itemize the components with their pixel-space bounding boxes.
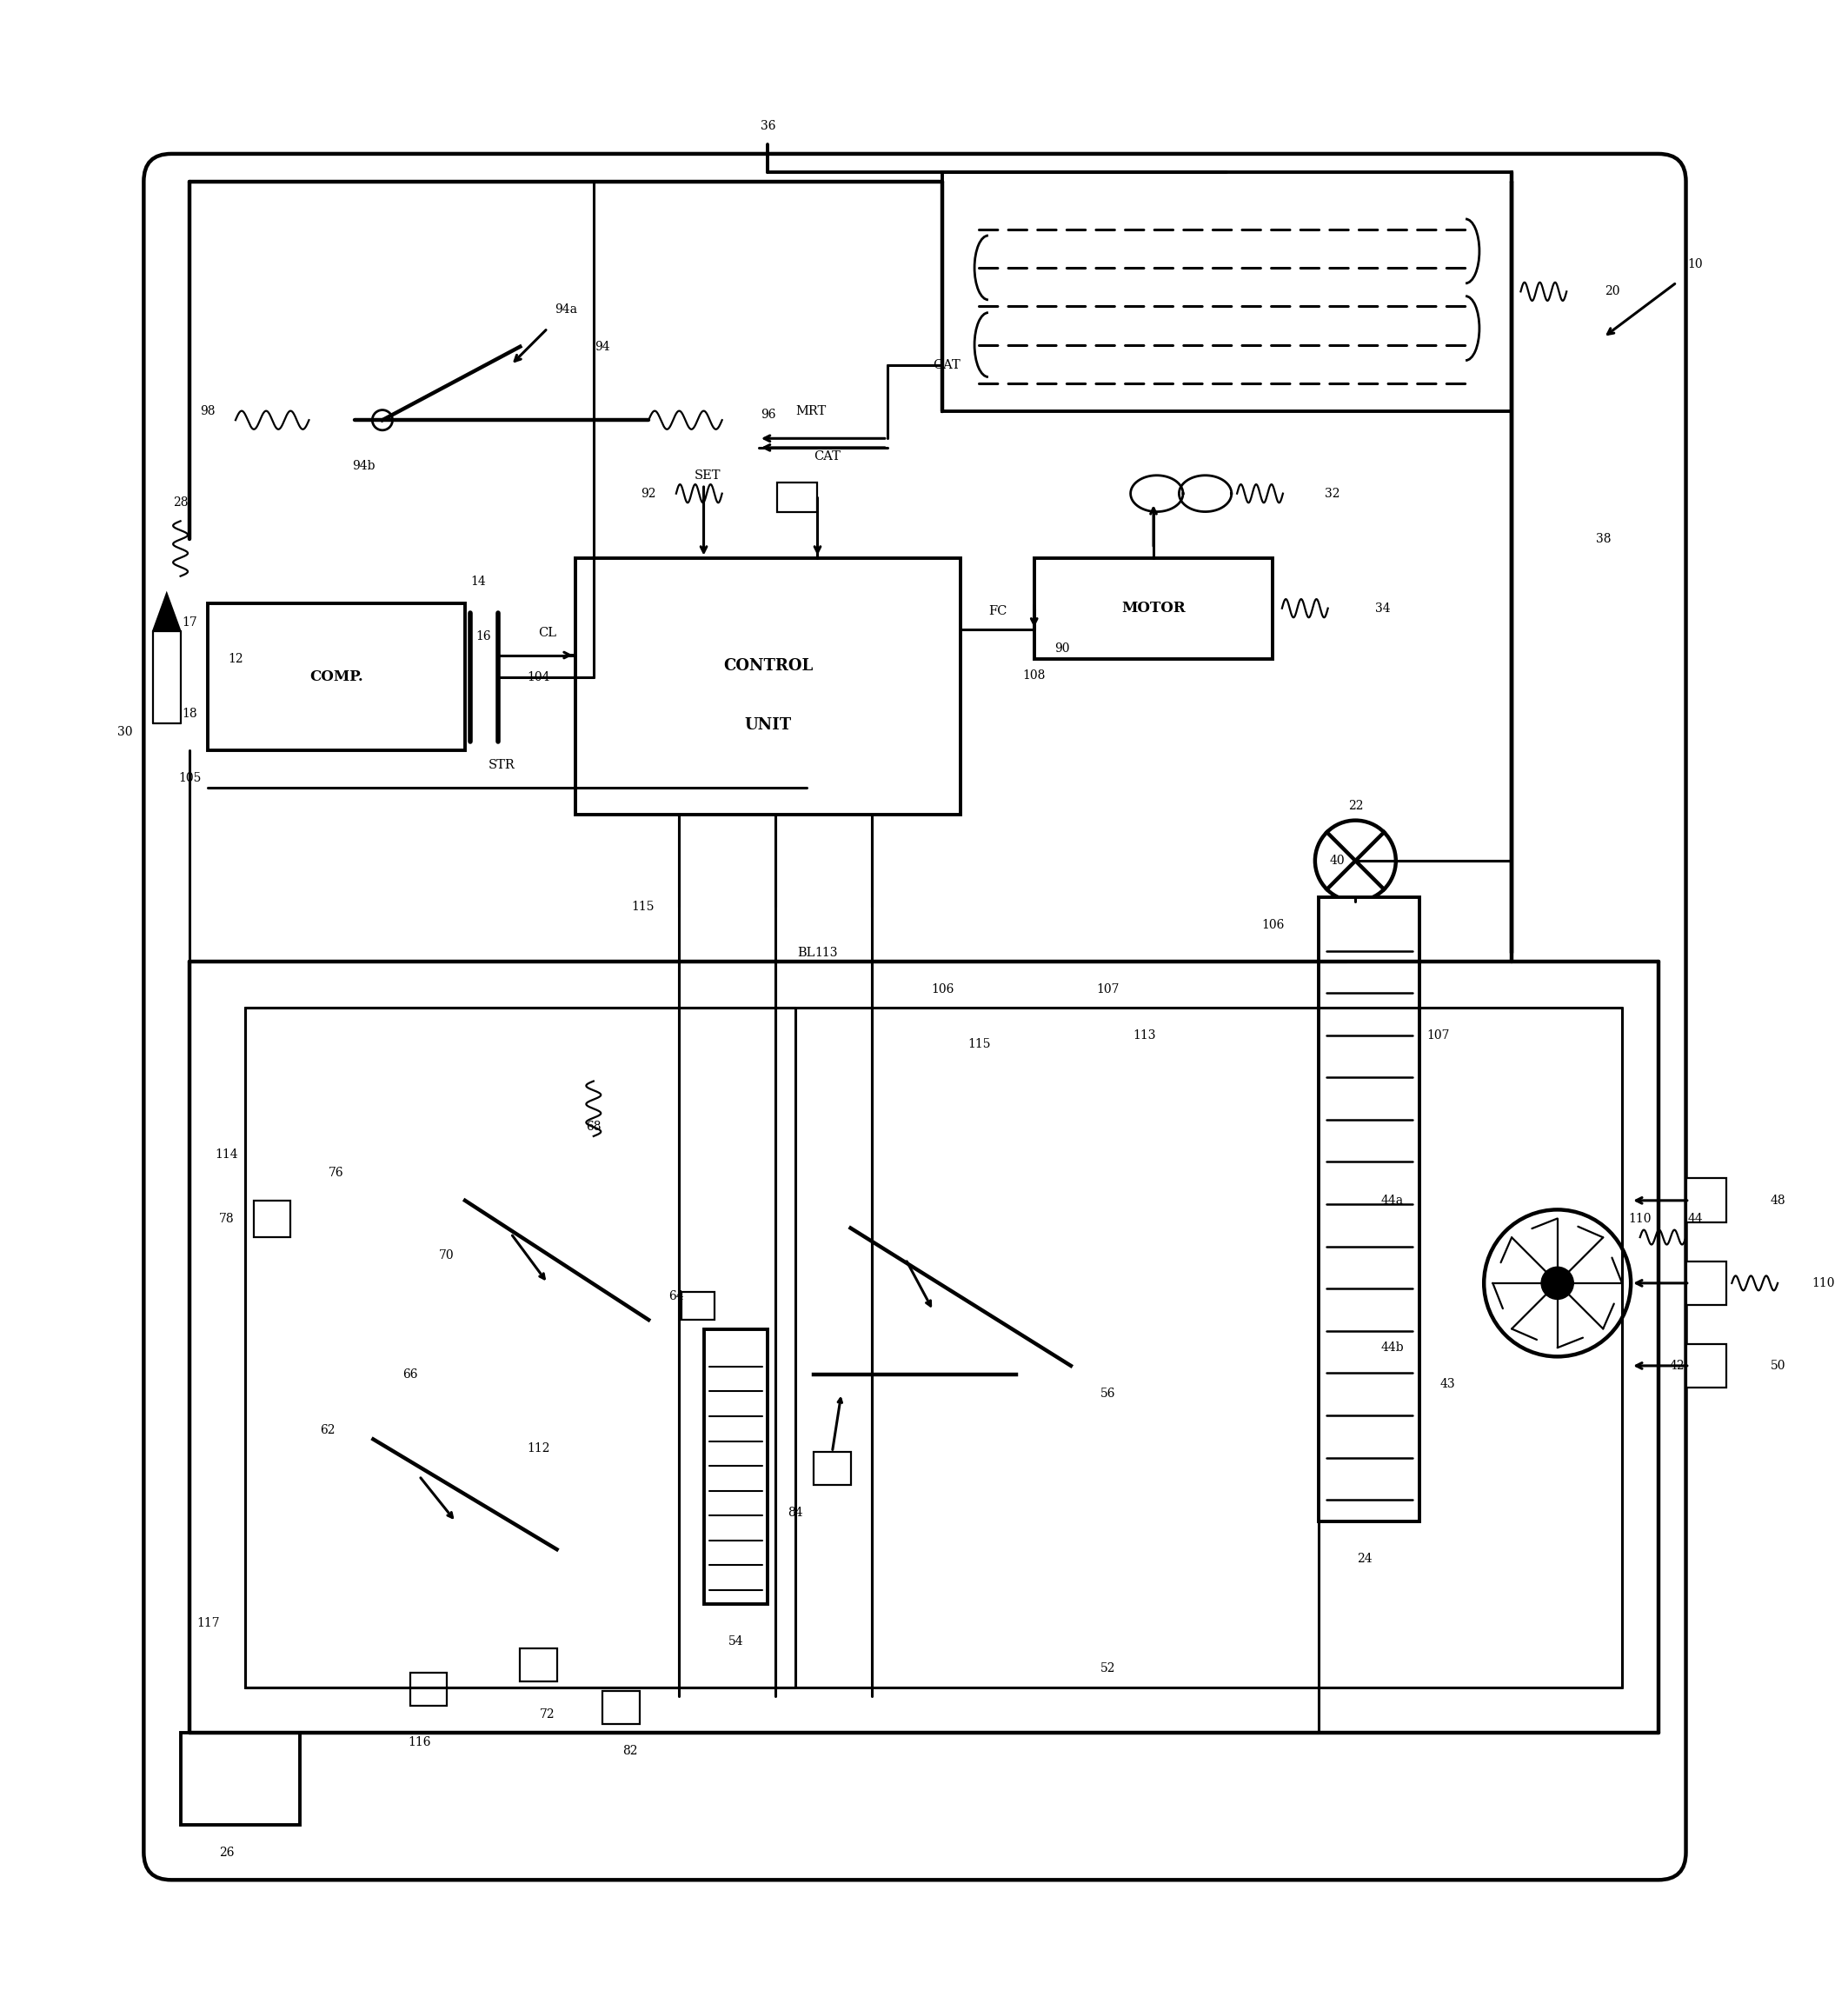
Text: MRT: MRT <box>795 405 826 417</box>
FancyBboxPatch shape <box>144 154 1685 1879</box>
Text: 42: 42 <box>1669 1360 1684 1372</box>
Text: UNIT: UNIT <box>745 717 791 733</box>
Text: 98: 98 <box>200 405 216 417</box>
Text: OAT: OAT <box>933 359 961 371</box>
Text: 36: 36 <box>760 120 776 132</box>
Text: MOTOR: MOTOR <box>1122 601 1185 615</box>
Bar <box>704 1330 769 1604</box>
Text: 110: 110 <box>1813 1276 1835 1290</box>
Bar <box>410 1671 447 1705</box>
Text: 104: 104 <box>527 671 551 683</box>
Text: 115: 115 <box>630 901 654 913</box>
Text: 50: 50 <box>1770 1360 1785 1372</box>
Bar <box>1319 897 1419 1522</box>
Text: 18: 18 <box>181 707 198 721</box>
Text: 105: 105 <box>177 773 201 785</box>
Text: 117: 117 <box>196 1618 220 1630</box>
Text: 34: 34 <box>1375 603 1392 615</box>
Bar <box>1685 1178 1726 1222</box>
Text: 66: 66 <box>403 1368 418 1382</box>
Text: 92: 92 <box>641 487 656 499</box>
Text: 72: 72 <box>540 1709 554 1721</box>
Text: 22: 22 <box>1347 799 1364 811</box>
Bar <box>778 483 817 511</box>
Text: 70: 70 <box>440 1250 455 1262</box>
Text: 106: 106 <box>931 983 954 995</box>
Text: 112: 112 <box>527 1442 551 1454</box>
Polygon shape <box>152 591 181 631</box>
Text: 94b: 94b <box>353 459 375 471</box>
Text: 12: 12 <box>227 653 244 665</box>
Text: 114: 114 <box>214 1148 238 1160</box>
Bar <box>602 1691 639 1723</box>
Text: 115: 115 <box>968 1038 991 1050</box>
Text: 54: 54 <box>728 1636 743 1648</box>
Bar <box>813 1452 850 1486</box>
Bar <box>942 172 1512 411</box>
Text: CAT: CAT <box>813 451 841 463</box>
Text: 44b: 44b <box>1380 1342 1404 1354</box>
Text: 52: 52 <box>1100 1664 1114 1675</box>
Text: 64: 64 <box>669 1290 684 1302</box>
Text: 43: 43 <box>1440 1378 1454 1390</box>
Text: 40: 40 <box>1329 855 1345 867</box>
Text: COMP.: COMP. <box>310 669 364 685</box>
Text: 107: 107 <box>1096 983 1120 995</box>
Bar <box>575 557 961 815</box>
Text: 10: 10 <box>1687 258 1702 270</box>
Text: 24: 24 <box>1356 1552 1373 1564</box>
Text: 108: 108 <box>1022 669 1046 681</box>
Text: 82: 82 <box>623 1745 638 1757</box>
Text: 38: 38 <box>1595 533 1611 545</box>
Bar <box>181 1733 299 1825</box>
Text: 44a: 44a <box>1380 1194 1403 1206</box>
Text: CL: CL <box>538 627 556 639</box>
Bar <box>1035 557 1273 659</box>
Text: SET: SET <box>695 469 721 481</box>
Bar <box>1685 1260 1726 1306</box>
Bar <box>519 1650 556 1681</box>
Text: CONTROL: CONTROL <box>723 657 813 673</box>
Text: 30: 30 <box>118 727 133 739</box>
Text: 20: 20 <box>1604 286 1621 298</box>
Text: FC: FC <box>989 605 1007 617</box>
Text: 107: 107 <box>1427 1028 1449 1040</box>
Bar <box>209 603 466 751</box>
Text: 28: 28 <box>174 497 188 509</box>
Bar <box>253 1200 290 1238</box>
Text: 106: 106 <box>1262 919 1284 931</box>
Text: 62: 62 <box>320 1424 334 1436</box>
Text: 17: 17 <box>181 615 198 629</box>
Text: 26: 26 <box>218 1847 235 1859</box>
Text: 113: 113 <box>815 947 837 959</box>
Text: BL: BL <box>798 947 815 959</box>
Text: 116: 116 <box>408 1735 431 1747</box>
Text: 90: 90 <box>1053 643 1070 655</box>
Text: 14: 14 <box>469 575 486 587</box>
Text: 94: 94 <box>595 341 610 353</box>
Text: 68: 68 <box>586 1120 601 1132</box>
Text: 56: 56 <box>1100 1388 1114 1400</box>
Text: 78: 78 <box>218 1212 235 1224</box>
Text: 113: 113 <box>1133 1028 1155 1040</box>
Text: STR: STR <box>488 759 516 771</box>
Text: 76: 76 <box>329 1166 344 1178</box>
Text: 16: 16 <box>475 631 492 643</box>
Circle shape <box>1541 1266 1573 1300</box>
Bar <box>682 1292 715 1320</box>
Text: 48: 48 <box>1770 1194 1785 1206</box>
Bar <box>1685 1344 1726 1388</box>
Text: 94a: 94a <box>554 304 577 316</box>
Text: 84: 84 <box>787 1506 804 1520</box>
Text: 110: 110 <box>1628 1212 1652 1224</box>
Text: 96: 96 <box>760 409 776 421</box>
Text: 32: 32 <box>1325 487 1340 499</box>
Text: 44: 44 <box>1687 1212 1702 1224</box>
